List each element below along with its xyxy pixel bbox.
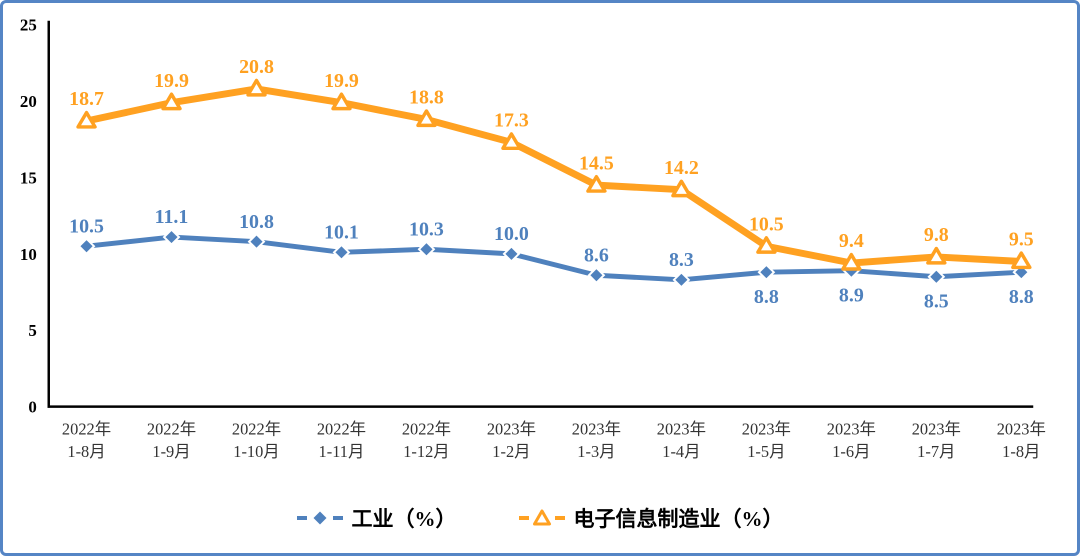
- x-axis-label-year: 2023年: [742, 419, 791, 438]
- x-axis-label-year: 2023年: [657, 419, 706, 438]
- data-point-label: 8.3: [669, 249, 694, 271]
- y-axis-tick-label: 10: [20, 245, 37, 264]
- data-point-triangle-icon: [246, 78, 267, 97]
- legend-label-electronics-manufacturing: 电子信息制造业（%）: [573, 507, 784, 531]
- y-axis-tick-label: 0: [28, 398, 36, 417]
- y-axis-tick-label: 15: [20, 168, 37, 187]
- data-point-label: 8.8: [754, 286, 779, 308]
- x-axis-label-months: 1-12月: [403, 442, 449, 461]
- x-axis-label-months: 1-4月: [662, 442, 700, 461]
- series-line-1: [83, 85, 1025, 267]
- data-point-diamond-icon: [672, 271, 691, 289]
- data-point-triangle-icon: [1011, 251, 1032, 270]
- y-axis-tick-label: 25: [20, 16, 37, 35]
- data-point-label: 10.5: [69, 215, 104, 237]
- data-point-diamond-icon: [502, 245, 521, 263]
- data-point-label: 8.6: [584, 244, 609, 266]
- x-axis-label-months: 1-11月: [319, 442, 365, 461]
- data-point-label: 9.5: [1009, 229, 1034, 251]
- data-point-label: 11.1: [155, 206, 189, 228]
- x-axis-label-year: 2023年: [912, 419, 961, 438]
- data-point-label: 8.8: [1009, 286, 1034, 308]
- x-axis-label-months: 1-7月: [917, 442, 955, 461]
- x-axis-label-year: 2022年: [147, 419, 196, 438]
- data-point-triangle-icon: [501, 132, 522, 151]
- data-point-label: 9.8: [924, 224, 949, 246]
- data-point-label: 14.2: [664, 157, 699, 179]
- x-axis-label-year: 2022年: [317, 419, 366, 438]
- data-point-label: 8.5: [924, 290, 949, 312]
- data-point-diamond-icon: [77, 237, 96, 256]
- data-point-label: 10.3: [409, 218, 444, 240]
- y-axis-tick-label: 5: [28, 321, 36, 340]
- data-point-label: 10.5: [749, 213, 784, 235]
- data-point-label: 10.0: [494, 223, 529, 245]
- data-point-triangle-icon: [756, 236, 777, 254]
- x-axis-label-months: 1-8月: [1002, 442, 1040, 461]
- data-point-diamond-icon: [927, 267, 946, 286]
- data-point-triangle-icon: [76, 110, 97, 129]
- data-point-label: 17.3: [494, 110, 529, 132]
- data-point-label: 8.9: [839, 284, 864, 306]
- line-chart: 0 5 10 15 20 25 2022年 1-8月 2022年 1-9月 2022年 1-10月 20…: [20, 16, 1046, 461]
- industry-series-marker-icon: [296, 511, 343, 525]
- data-point-label: 10.1: [324, 222, 359, 244]
- data-point-label: 18.7: [69, 88, 104, 110]
- x-axis-label-months: 1-5月: [747, 442, 785, 461]
- data-point-triangle-icon: [331, 92, 352, 111]
- data-point-label: 20.8: [239, 56, 274, 78]
- x-axis-label-year: 2023年: [487, 419, 536, 438]
- data-point-label: 19.9: [154, 70, 189, 92]
- legend-item-industry: 工业（%）: [296, 503, 457, 533]
- data-point-diamond-icon: [757, 263, 776, 282]
- x-axis-label-months: 1-9月: [152, 442, 190, 461]
- legend-label-industry: 工业（%）: [351, 507, 457, 531]
- series-line-0: [84, 234, 1024, 283]
- data-point-triangle-icon: [841, 252, 862, 271]
- x-axis-label-year: 2023年: [572, 419, 621, 438]
- x-axis-label-year: 2022年: [232, 419, 281, 438]
- x-axis-label-months: 1-10月: [233, 442, 279, 461]
- data-point-label: 10.8: [239, 211, 274, 233]
- data-point-diamond-icon: [417, 240, 436, 259]
- data-point-diamond-icon: [332, 243, 351, 262]
- data-point-triangle-icon: [926, 246, 947, 265]
- data-point-triangle-icon: [671, 179, 692, 198]
- data-point-label: 19.9: [324, 70, 359, 92]
- data-point-diamond-icon: [247, 232, 266, 251]
- data-point-diamond-icon: [587, 266, 606, 285]
- data-point-label: 14.5: [579, 152, 614, 174]
- legend-item-electronics-manufacturing: 电子信息制造业（%）: [518, 503, 784, 533]
- electronics-series-marker-icon: [518, 509, 565, 526]
- x-axis-label-months: 1-6月: [832, 442, 870, 461]
- x-axis-label-year: 2023年: [997, 419, 1046, 438]
- data-point-label: 18.8: [409, 87, 444, 109]
- x-axis-label-year: 2023年: [827, 419, 876, 438]
- data-point-label: 9.4: [839, 230, 864, 252]
- chart-legend: 工业（%） 电子信息制造业（%）: [3, 503, 1077, 533]
- x-axis-label-year: 2022年: [62, 419, 111, 438]
- data-point-triangle-icon: [161, 92, 182, 111]
- data-point-triangle-icon: [416, 109, 437, 128]
- data-point-diamond-icon: [162, 228, 181, 246]
- x-axis-label-months: 1-3月: [577, 442, 615, 461]
- x-axis-label-months: 1-8月: [67, 442, 105, 461]
- y-axis-tick-label: 20: [20, 92, 37, 111]
- x-axis-label-months: 1-2月: [492, 442, 530, 461]
- x-axis-label-year: 2022年: [402, 419, 451, 438]
- data-point-triangle-icon: [586, 174, 607, 193]
